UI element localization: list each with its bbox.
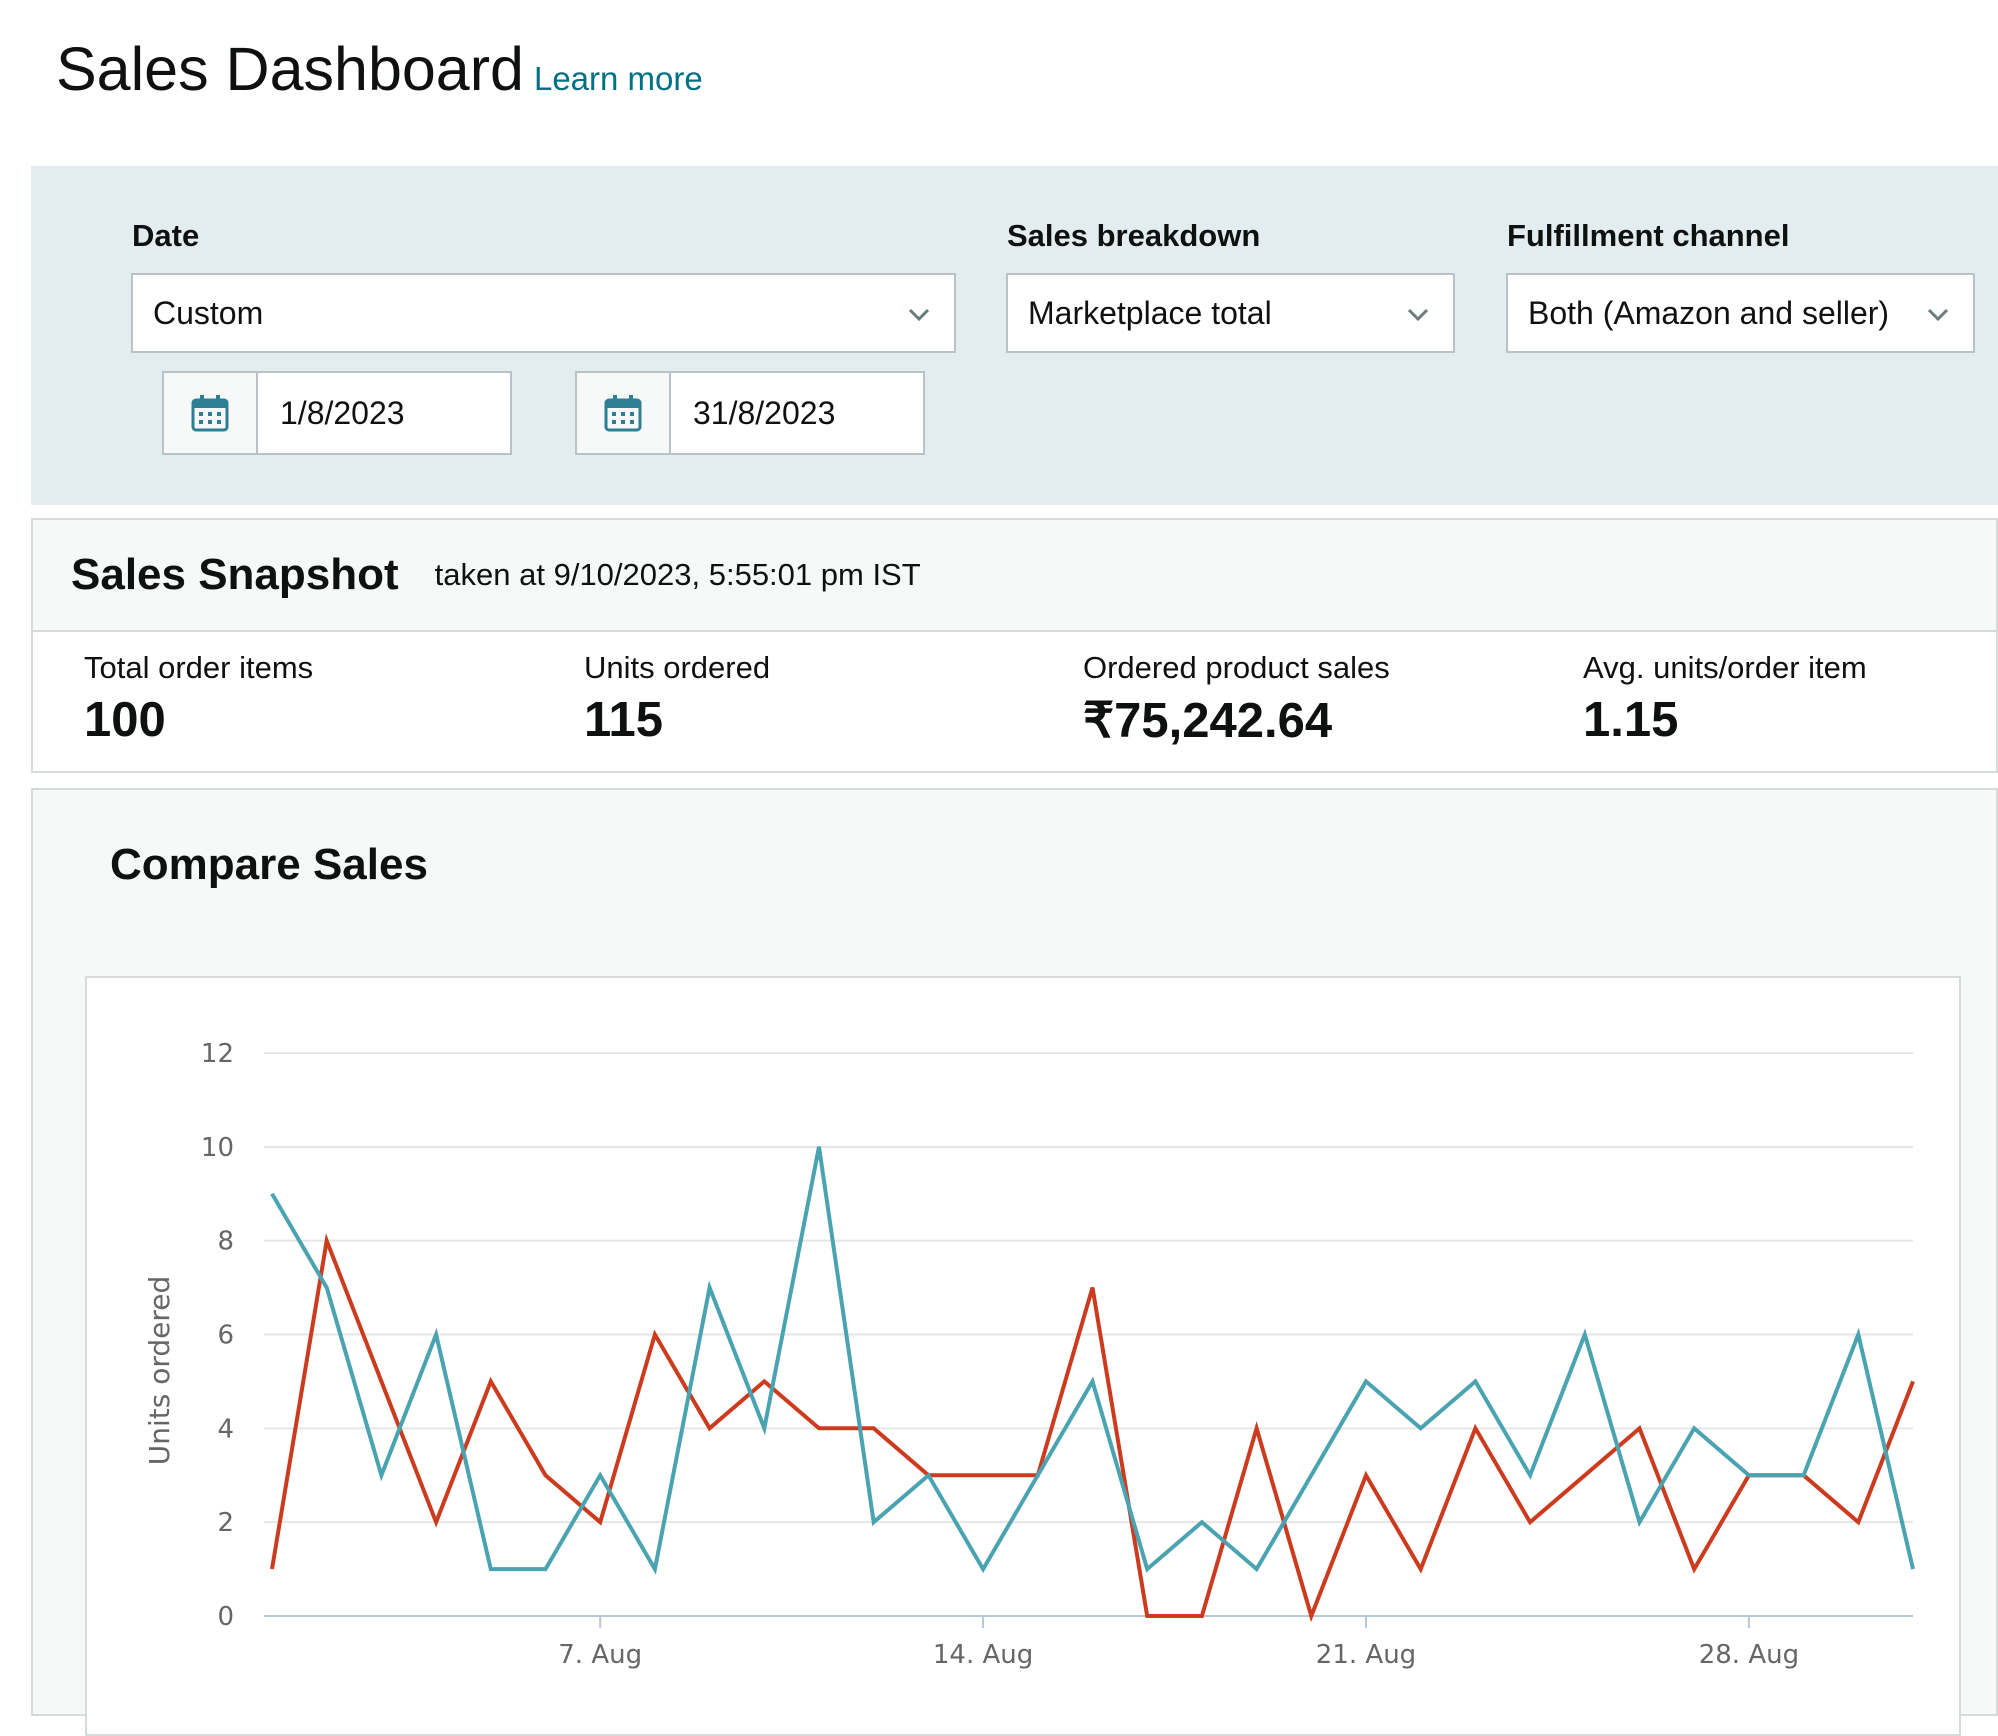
x-tick-label: 7. Aug xyxy=(558,1640,642,1670)
page-title: Sales Dashboard xyxy=(56,35,524,103)
x-tick-label: 21. Aug xyxy=(1316,1640,1416,1670)
units-ordered-chart: 0 2 4 6 8 10 12 7. Aug 14. Aug 21. Aug 28. Aug Unit… xyxy=(143,1039,1915,1670)
metric-label: Units ordered xyxy=(584,650,771,685)
filter-panel: Date Custom 1/8/2023 31/8/20 xyxy=(31,166,1998,505)
start-date-input[interactable]: 1/8/2023 xyxy=(280,394,405,431)
metric-label: Ordered product sales xyxy=(1083,650,1390,685)
compare-sales-title: Compare Sales xyxy=(110,840,428,889)
y-tick-label: 8 xyxy=(217,1227,234,1257)
metric-units-ordered: Units ordered 115 xyxy=(584,650,770,748)
chevron-down-icon xyxy=(1927,308,1949,322)
y-tick-label: 6 xyxy=(217,1321,234,1351)
y-tick-label: 12 xyxy=(201,1039,234,1069)
metric-value: 100 xyxy=(84,693,166,747)
y-tick-label: 4 xyxy=(217,1414,234,1444)
end-date-input[interactable]: 31/8/2023 xyxy=(693,394,836,431)
calendar-icon[interactable] xyxy=(577,373,671,453)
y-tick-label: 2 xyxy=(217,1508,234,1538)
chart-container: 0 2 4 6 8 10 12 7. Aug 14. Aug 21. Aug 28. Aug Unit… xyxy=(85,976,1961,1736)
learn-more-link[interactable]: Learn more xyxy=(533,60,703,97)
start-date-field[interactable]: 1/8/2023 xyxy=(162,371,512,455)
metric-value: 1.15 xyxy=(1583,693,1679,747)
metric-value: ₹75,242.64 xyxy=(1083,694,1333,748)
metric-ordered-product-sales: Ordered product sales ₹75,242.64 xyxy=(1083,650,1390,749)
snapshot-timestamp: taken at 9/10/2023, 5:55:01 pm IST xyxy=(434,557,921,592)
series-line-2 xyxy=(270,1146,1915,1575)
snapshot-header: Sales Snapshot taken at 9/10/2023, 5:55:… xyxy=(33,520,1996,632)
compare-sales-panel: Compare Sales 0 2 4 6 8 10 12 7. Aug 14. Aug 21. … xyxy=(31,788,1998,1736)
metric-label: Avg. units/order item xyxy=(1583,650,1867,685)
date-range-value: Custom xyxy=(153,294,264,331)
fulfillment-value: Both (Amazon and seller) xyxy=(1528,294,1890,331)
chevron-down-icon xyxy=(1407,308,1429,322)
end-date-field[interactable]: 31/8/2023 xyxy=(575,371,925,455)
date-range-select[interactable]: Custom xyxy=(131,273,956,353)
sales-snapshot-panel: Sales Snapshot taken at 9/10/2023, 5:55:… xyxy=(31,518,1998,773)
metric-label: Total order items xyxy=(84,650,314,685)
x-tick-label: 14. Aug xyxy=(933,1640,1033,1670)
calendar-icon[interactable] xyxy=(164,373,258,453)
page-header: Sales Dashboard Learn more xyxy=(56,34,703,104)
fulfillment-label: Fulfillment channel xyxy=(1507,218,1790,253)
chevron-down-icon xyxy=(908,308,930,322)
snapshot-title: Sales Snapshot xyxy=(71,550,399,599)
series-line-1 xyxy=(270,1233,1915,1623)
y-tick-label: 10 xyxy=(201,1133,234,1163)
date-label: Date xyxy=(132,218,200,253)
metric-avg-units-per-order-item: Avg. units/order item 1.15 xyxy=(1583,650,1867,748)
metric-value: 115 xyxy=(584,693,664,747)
y-tick-label: 0 xyxy=(217,1602,234,1632)
metric-total-order-items: Total order items 100 xyxy=(84,650,313,748)
sales-breakdown-select[interactable]: Marketplace total xyxy=(1006,273,1455,353)
sales-breakdown-value: Marketplace total xyxy=(1028,294,1272,331)
sales-breakdown-label: Sales breakdown xyxy=(1007,218,1261,253)
y-axis-title: Units ordered xyxy=(143,1276,176,1466)
fulfillment-select[interactable]: Both (Amazon and seller) xyxy=(1506,273,1975,353)
x-tick-label: 28. Aug xyxy=(1699,1640,1799,1670)
